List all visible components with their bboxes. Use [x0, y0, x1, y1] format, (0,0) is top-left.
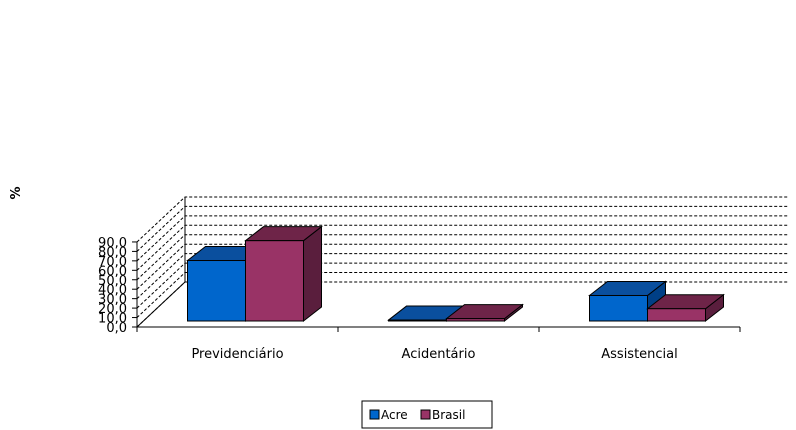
- y-tick-label: 70,0: [98, 255, 127, 270]
- y-tick-label: 60,0: [98, 264, 127, 279]
- floor-side-edge: [136, 281, 186, 328]
- y-tick-label: 0,0: [106, 321, 127, 336]
- y-tick-label: 40,0: [98, 283, 127, 298]
- legend-swatch: [420, 409, 431, 420]
- x-category-label: Assistencial: [601, 347, 678, 362]
- bar-brasil: [445, 303, 524, 323]
- axes: [132, 196, 741, 332]
- legend: Acre Brasil: [361, 400, 493, 429]
- x-category-labels: Previdenciário Acidentário Assistencial: [191, 347, 677, 362]
- legend-label: Acre: [381, 408, 408, 422]
- bar-front: [589, 294, 648, 322]
- bar-front: [245, 240, 304, 322]
- y-tick-label: 50,0: [98, 274, 127, 289]
- bar-front: [647, 308, 706, 322]
- y-tick-label: 30,0: [98, 293, 127, 308]
- x-category-label: Acidentário: [402, 347, 476, 362]
- y-axis-label: %: [9, 186, 24, 199]
- bar-front: [187, 260, 246, 322]
- legend-label: Brasil: [432, 408, 465, 422]
- y-tick-label: 20,0: [98, 302, 127, 317]
- y-tick-label: 80,0: [98, 245, 127, 260]
- bar-brasil: [244, 225, 323, 323]
- bar-side: [303, 225, 322, 323]
- y-tick-label: 90,0: [98, 236, 127, 251]
- legend-swatch: [369, 409, 380, 420]
- bar-brasil: [646, 293, 725, 323]
- y-tick-labels: 0,010,020,030,040,050,060,070,080,090,0: [98, 236, 127, 336]
- bars: [186, 225, 725, 323]
- y-tick-label: 10,0: [98, 312, 127, 327]
- x-category-label: Previdenciário: [191, 347, 283, 362]
- bar-front: [388, 319, 447, 322]
- bar-front: [446, 318, 505, 322]
